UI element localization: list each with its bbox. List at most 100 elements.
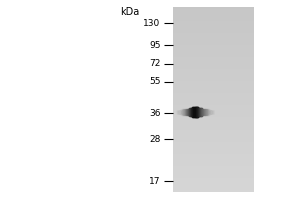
Bar	[202, 109, 203, 115]
Bar	[189, 108, 190, 116]
Bar	[197, 107, 198, 117]
Bar	[219, 110, 220, 114]
Bar	[183, 109, 184, 115]
Bar	[185, 109, 186, 115]
Bar	[197, 107, 198, 117]
Bar	[193, 107, 194, 117]
Bar	[214, 110, 215, 114]
Bar	[174, 110, 175, 114]
Bar	[191, 108, 192, 116]
Bar	[187, 109, 188, 115]
Bar	[208, 110, 209, 114]
Bar	[221, 110, 222, 114]
Bar	[193, 107, 194, 117]
Bar	[179, 110, 180, 114]
Bar	[206, 109, 207, 115]
Bar	[184, 109, 185, 115]
Bar	[221, 110, 222, 114]
Bar	[201, 108, 202, 116]
Text: 55: 55	[149, 77, 160, 86]
Bar	[185, 109, 186, 115]
Bar	[180, 110, 181, 114]
Bar	[218, 110, 219, 114]
Bar	[203, 109, 204, 115]
Bar	[188, 109, 189, 115]
Bar	[182, 109, 183, 115]
Bar	[201, 108, 202, 116]
Bar	[205, 109, 206, 115]
Bar	[183, 109, 184, 115]
Bar	[183, 109, 184, 115]
Bar	[219, 110, 220, 114]
Bar	[195, 107, 196, 117]
Bar	[201, 108, 202, 116]
Bar	[189, 108, 190, 116]
Bar	[217, 110, 218, 114]
Bar	[209, 110, 210, 114]
Bar	[182, 109, 183, 115]
Bar	[208, 109, 209, 115]
Bar	[206, 109, 207, 115]
Bar	[224, 110, 225, 114]
Bar	[222, 110, 223, 114]
Text: 17: 17	[149, 176, 160, 186]
Bar	[187, 109, 188, 115]
Bar	[200, 108, 201, 116]
Bar	[220, 110, 221, 114]
Bar	[181, 110, 182, 114]
Bar	[195, 107, 196, 117]
Bar	[175, 110, 176, 114]
Text: 72: 72	[149, 60, 160, 68]
Bar	[204, 109, 205, 115]
Bar	[181, 110, 182, 114]
Bar	[184, 109, 185, 115]
Text: 28: 28	[149, 134, 160, 144]
Bar	[184, 109, 185, 115]
Bar	[204, 109, 205, 115]
Bar	[200, 108, 201, 116]
Bar	[182, 109, 183, 115]
Bar	[216, 110, 217, 114]
Bar	[177, 110, 178, 114]
Bar	[181, 110, 182, 114]
Bar	[209, 110, 210, 114]
Bar	[198, 108, 199, 116]
Bar	[220, 110, 221, 114]
Bar	[173, 110, 174, 114]
Bar	[223, 110, 224, 114]
Bar	[210, 110, 211, 114]
Bar	[216, 110, 217, 114]
Bar	[174, 110, 175, 114]
Bar	[214, 110, 215, 114]
Bar	[195, 107, 196, 117]
Bar	[196, 107, 197, 117]
Bar	[211, 110, 212, 114]
Bar	[199, 108, 200, 116]
Bar	[217, 110, 218, 114]
Bar	[192, 107, 193, 117]
Bar	[213, 110, 214, 114]
Bar	[212, 110, 213, 114]
Bar	[194, 107, 195, 117]
Bar	[203, 109, 204, 115]
Bar	[202, 109, 203, 115]
Bar	[215, 110, 216, 114]
Bar	[196, 107, 197, 117]
Bar	[186, 109, 187, 115]
Bar	[218, 110, 219, 114]
Bar	[191, 108, 192, 116]
Bar	[179, 110, 180, 114]
Bar	[207, 109, 208, 115]
Bar	[186, 109, 187, 115]
Bar	[196, 107, 197, 117]
Bar	[188, 108, 189, 116]
Bar	[217, 110, 218, 114]
Bar	[213, 110, 214, 114]
Bar	[194, 107, 195, 117]
Bar	[223, 110, 224, 114]
Bar	[180, 110, 181, 114]
Bar	[193, 107, 194, 117]
Bar	[214, 110, 215, 114]
Bar	[178, 110, 179, 114]
Bar	[190, 108, 191, 116]
